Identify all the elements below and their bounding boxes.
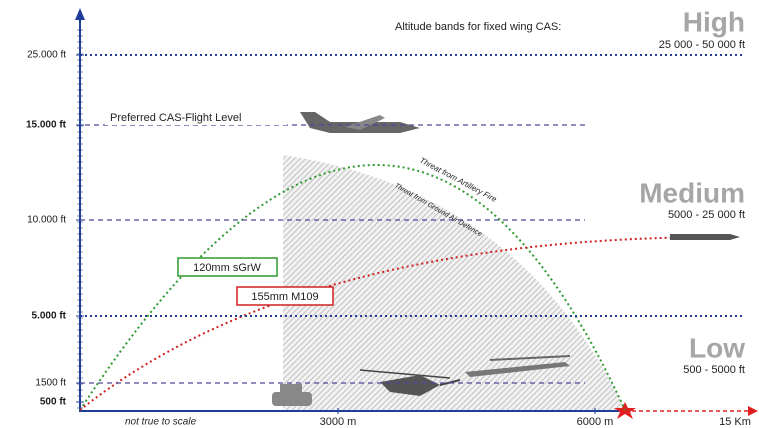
band-name: High bbox=[683, 6, 745, 37]
missile bbox=[670, 234, 740, 240]
altitude-label: 15.000 ft bbox=[26, 120, 67, 131]
band-name: Medium bbox=[639, 177, 745, 208]
altitude-label: 1500 ft bbox=[35, 378, 66, 389]
trajectory-120mm bbox=[79, 164, 626, 411]
distance-label: 3000 m bbox=[320, 416, 357, 428]
gun-label: 120mm sGrW bbox=[193, 262, 261, 274]
threat-area bbox=[283, 155, 625, 410]
band-range: 5000 - 25 000 ft bbox=[668, 209, 745, 221]
band-range: 500 - 5000 ft bbox=[683, 364, 745, 376]
band-range: 25 000 - 50 000 ft bbox=[659, 39, 745, 51]
preferred-label: Preferred CAS-Flight Level bbox=[110, 112, 241, 124]
distance-label: 15 Km bbox=[719, 416, 751, 428]
label-box bbox=[236, 286, 334, 306]
tank bbox=[272, 384, 312, 406]
label-bg bbox=[105, 110, 287, 125]
distance-label: 6000 m bbox=[577, 416, 614, 428]
helicopter bbox=[359, 369, 461, 396]
band-name: Low bbox=[689, 332, 745, 363]
label-box bbox=[177, 257, 278, 277]
x-axis-arrow bbox=[748, 406, 758, 416]
altitude-label: 10.000 ft bbox=[27, 215, 66, 226]
note: not true to scale bbox=[125, 417, 197, 428]
y-axis-arrow bbox=[75, 8, 85, 20]
impact-marker bbox=[614, 402, 636, 419]
title: Altitude bands for fixed wing CAS: bbox=[395, 21, 561, 33]
altitude-label: 5.000 ft bbox=[32, 311, 67, 322]
altitude-label: 500 ft bbox=[40, 397, 67, 408]
trajectory-155mm bbox=[79, 235, 736, 411]
drone bbox=[465, 355, 571, 377]
altitude-label: 25.000 ft bbox=[27, 50, 66, 61]
threat-label: Threat from Artillery Fire bbox=[418, 156, 499, 205]
aircraft bbox=[300, 112, 420, 133]
gun-label: 155mm M109 bbox=[251, 291, 318, 303]
